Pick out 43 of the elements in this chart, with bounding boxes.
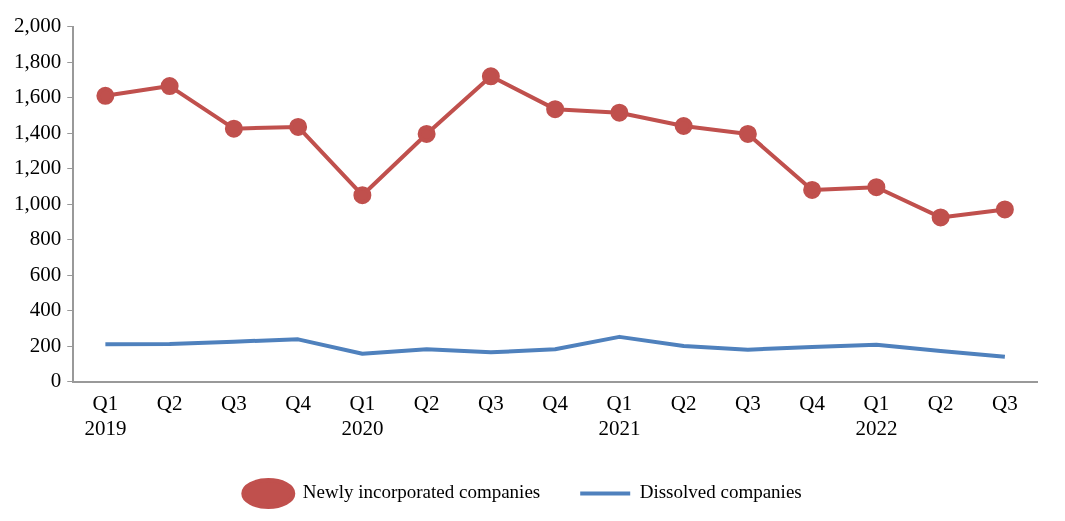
x-tick-label: Q2: [927, 390, 954, 415]
point: [674, 117, 693, 135]
point: [289, 117, 308, 136]
point: [546, 100, 565, 119]
x-tick-label: Q1 2020: [341, 390, 384, 440]
x-tick-label: Q3: [992, 390, 1018, 415]
x-tick-label: Q2: [670, 390, 697, 415]
point: [224, 119, 243, 138]
point: [931, 208, 950, 227]
x-tick-label: Q1 2022: [855, 390, 898, 440]
legend-label: Dissolved companies: [639, 481, 802, 503]
y-tick-label: 1,800: [14, 48, 62, 73]
point: [417, 124, 436, 143]
x-tick-label: Q2: [413, 390, 440, 415]
y-tick-label: 400: [29, 297, 62, 322]
point: [995, 200, 1014, 219]
x-tick-label: Q3: [478, 390, 504, 415]
legend-label: Newly incorporated companies: [302, 481, 541, 503]
point: [738, 124, 757, 143]
y-tick-label: 600: [29, 261, 62, 286]
x-tick-label: Q1 2019: [84, 390, 127, 440]
point: [160, 77, 179, 96]
x-tick-label: Q4: [799, 390, 826, 415]
x-tick-label: Q4: [542, 390, 569, 415]
point: [803, 180, 822, 199]
x-tick-label: Q1 2021: [598, 390, 641, 440]
point: [353, 186, 372, 205]
x-tick-label: Q3: [735, 390, 761, 415]
point: [96, 86, 115, 105]
y-tick-label: 2,000: [14, 13, 62, 38]
x-tick-label: Q4: [285, 390, 312, 415]
x-tick-label: Q3: [221, 390, 247, 415]
y-tick-label: 1,400: [14, 119, 62, 144]
y-tick-label: 0: [50, 368, 62, 393]
y-tick-label: 800: [29, 226, 62, 251]
x-tick-label: Q2: [156, 390, 183, 415]
point: [610, 103, 629, 122]
y-tick-label: 1,000: [14, 190, 62, 215]
point: [481, 67, 500, 86]
y-tick-label: 1,200: [14, 155, 62, 180]
y-tick-label: 200: [29, 332, 62, 357]
y-tick-label: 1,600: [14, 84, 62, 109]
point: [867, 178, 886, 197]
